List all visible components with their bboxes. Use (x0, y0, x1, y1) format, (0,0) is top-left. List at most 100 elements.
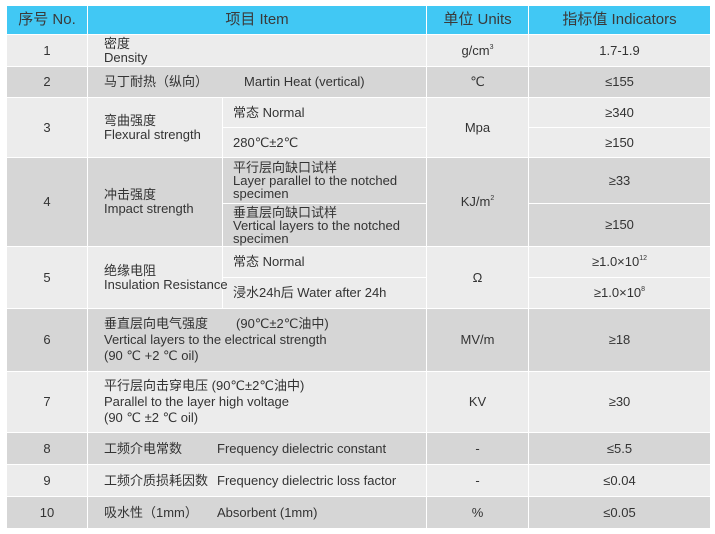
row-unit: ℃ (470, 74, 485, 89)
sub-condition: 平行层向缺口试样 Layer parallel to the notched sp… (223, 158, 426, 203)
table-row: 6 垂直层向电气强度 (90℃±2℃油中) Vertical layers to t… (7, 309, 710, 371)
item-en: Frequency dielectric loss factor (217, 472, 397, 488)
row-no: 2 (43, 74, 51, 89)
row-item: 垂直层向电气强度 (90℃±2℃油中) Vertical layers to the… (88, 309, 426, 371)
item-zh: 平行层向击穿电压 (104, 378, 209, 393)
unit: KJ/m (460, 194, 491, 209)
table-row: 1 密度 Density g/cm3 1.7-1.9 (7, 35, 710, 66)
row-no: 3 (43, 119, 51, 135)
table-row: 7 平行层向击穿电压 (90℃±2℃油中) Parallel to the lay… (7, 372, 710, 432)
row-no: 9 (43, 472, 51, 488)
row-value: ≥150 (605, 217, 634, 232)
table-row: 2 马丁耐热（纵向） Martin Heat (vertical) ℃ ≤155 (7, 67, 710, 97)
unit-sup: 3 (489, 43, 494, 51)
sub-en: Vertical layers to the notched specimen (233, 217, 400, 246)
table-row: 9 工频介质损耗因数 Frequency dielectric loss fact… (7, 465, 710, 496)
item-en: Martin Heat (vertical) (244, 74, 365, 89)
header-units: 单位 Units (427, 6, 528, 34)
row-item: 弯曲强度 Flexural strength (88, 98, 222, 157)
item-en: Flexural strength (104, 126, 201, 142)
row-item: 绝缘电阻 Insulation Resistance (88, 247, 228, 308)
sub-condition: 垂直层向缺口试样 Vertical layers to the notched s… (223, 204, 426, 246)
item-en: Absorbent (1mm) (217, 504, 318, 520)
sub-condition: 常态 Normal (233, 254, 305, 269)
header-row: 序号 No. 项目 Item 单位 Units 指标值 Indicators (7, 6, 710, 34)
row-value: ≥150 (605, 134, 634, 150)
row-item: 吸水性（1mm） Absorbent (1mm) (88, 497, 426, 528)
row-value: ≥340 (605, 104, 634, 120)
item-en-cond: (90 ℃ ±2 ℃ oil) (104, 410, 199, 425)
row-unit: KJ/m2 (427, 158, 528, 246)
unit: g/cm (461, 42, 490, 58)
row-item: 平行层向击穿电压 (90℃±2℃油中) Parallel to the layer… (88, 372, 426, 432)
row-value: ≤0.05 (603, 504, 636, 520)
row-value: ≤5.5 (606, 440, 633, 456)
row-no: 5 (43, 269, 51, 285)
item-zh: 吸水性（1mm） (104, 504, 198, 520)
item-en-cond: (90 ℃ +2 ℃ oil) (104, 348, 199, 363)
row-no: 10 (39, 504, 55, 520)
header-no: 序号 No. (7, 6, 87, 34)
row-no: 8 (43, 440, 51, 456)
table-row: 3 弯曲强度 Flexural strength 常态 Normal Mpa ≥3… (7, 98, 710, 141)
item-en: Impact strength (104, 201, 194, 216)
sub-condition: 浸水24h后 Water after 24h (233, 285, 387, 300)
value: ≥1.0×10 (591, 254, 640, 269)
row-value: ≤0.04 (603, 472, 636, 488)
header-indicators: 指标值 Indicators (529, 6, 710, 34)
row-unit: - (475, 440, 480, 456)
row-value: ≤155 (605, 74, 634, 89)
row-unit: Ω (472, 269, 483, 285)
row-value: ≥1.0×1012 (529, 247, 710, 277)
table-row: 5 绝缘电阻 Insulation Resistance 常态 Normal Ω … (7, 247, 710, 291)
row-value: ≥1.0×108 (529, 278, 710, 308)
value: ≥1.0×10 (593, 285, 642, 300)
sub-zh: 垂直层向缺口试样 (233, 204, 338, 220)
item-zh: 工频介质损耗因数 (104, 472, 209, 488)
item-zh: 弯曲强度 (104, 112, 157, 128)
row-unit: % (471, 504, 484, 520)
row-value: ≥30 (608, 394, 631, 409)
table-row: 10 吸水性（1mm） Absorbent (1mm) % ≤0.05 (7, 497, 710, 528)
sub-en: Layer parallel to the notched specimen (233, 173, 398, 201)
row-unit: g/cm3 (427, 35, 528, 66)
row-item: 冲击强度 Impact strength (88, 158, 222, 246)
item-zh: 垂直层向电气强度 (104, 316, 209, 331)
row-item: 密度 Density (88, 35, 426, 66)
row-no: 4 (43, 194, 51, 209)
row-item: 马丁耐热（纵向） Martin Heat (vertical) (88, 67, 426, 97)
item-en: Parallel to the layer high voltage (104, 394, 290, 409)
sub-zh: 平行层向缺口试样 (233, 160, 338, 175)
item-zh: 绝缘电阻 (104, 262, 157, 278)
row-no: 7 (43, 394, 51, 409)
item-en: Insulation Resistance (104, 276, 228, 292)
table-row: 8 工频介电常数 Frequency dielectric constant - … (7, 433, 710, 464)
item-zh: 冲击强度 (104, 187, 157, 202)
row-item: 工频介质损耗因数 Frequency dielectric loss factor (88, 465, 426, 496)
unit-sup: 2 (490, 195, 495, 202)
spec-table: 序号 No. 项目 Item 单位 Units 指标值 Indicators 1… (6, 5, 711, 529)
item-en: Vertical layers to the electrical streng… (104, 332, 327, 347)
table-row: 4 冲击强度 Impact strength 平行层向缺口试样 Layer para… (7, 158, 710, 216)
row-no: 1 (43, 42, 51, 58)
item-zh: 工频介电常数 (104, 440, 183, 456)
row-unit: Mpa (464, 119, 491, 135)
row-item: 工频介电常数 Frequency dielectric constant (88, 433, 426, 464)
sub-condition: 280℃±2℃ (233, 134, 299, 150)
row-no: 6 (43, 332, 51, 347)
row-unit: MV/m (460, 332, 495, 347)
header-item: 项目 Item (88, 6, 426, 34)
item-en: Frequency dielectric constant (217, 440, 387, 456)
value-sup: 12 (639, 255, 648, 262)
value-sup: 8 (641, 286, 646, 293)
item-zh: 密度 (104, 35, 131, 51)
item-zh-cond: (90℃±2℃油中) (236, 316, 329, 331)
row-unit: - (475, 472, 480, 488)
row-value: 1.7-1.9 (599, 42, 640, 58)
sub-condition: 常态 Normal (233, 104, 305, 120)
row-unit: KV (468, 394, 487, 409)
row-value: ≥18 (608, 332, 631, 347)
item-zh: 马丁耐热（纵向） (104, 74, 209, 89)
item-en: Density (104, 49, 148, 65)
item-zh-cond: (90℃±2℃油中) (211, 378, 305, 393)
